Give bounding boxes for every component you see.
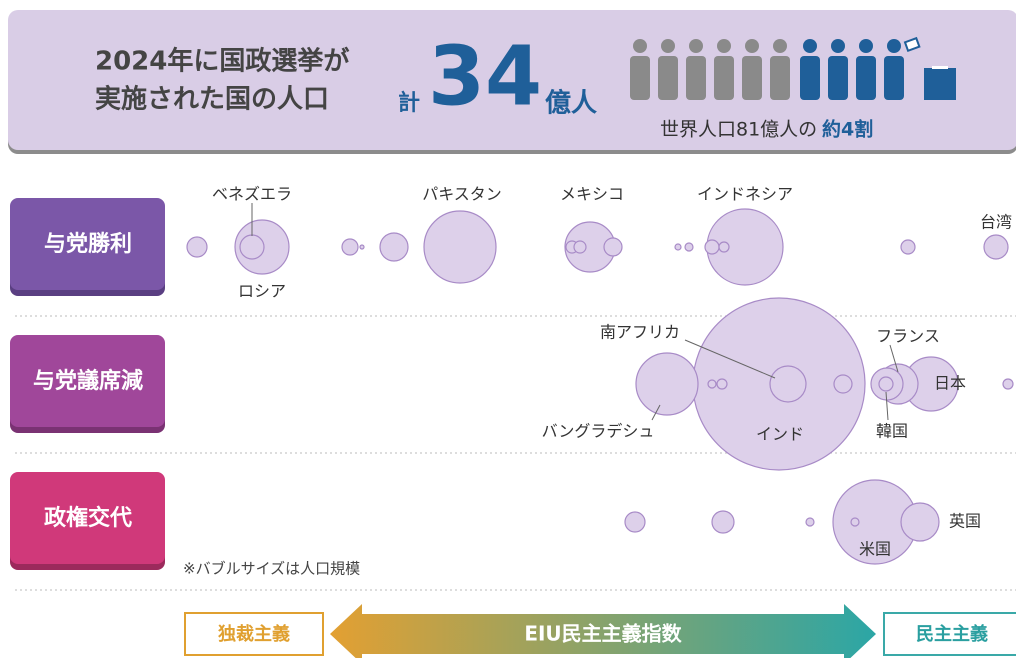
country-label: 英国	[949, 512, 981, 531]
share-text: 世界人口81億人の	[660, 119, 817, 141]
country-label: フランス	[876, 327, 940, 346]
row-separators	[15, 315, 1016, 591]
country-label: 日本	[934, 374, 966, 393]
country-label: インド	[756, 425, 804, 444]
total-unit: 億人	[545, 89, 597, 119]
country-label: メキシコ	[560, 185, 624, 204]
scale-center: EIU民主主義指数	[524, 622, 682, 646]
people-icons	[630, 36, 956, 100]
country-label: バングラデシュ	[542, 422, 655, 441]
country-label: 南アフリカ	[600, 323, 680, 342]
scale-left-box	[184, 612, 324, 656]
total-prefix: 計	[398, 90, 420, 116]
row-label-box	[10, 198, 165, 290]
country-label: 米国	[859, 540, 891, 559]
scale-right-box	[883, 612, 1016, 656]
total-number: 34	[428, 29, 542, 124]
row-label: 与党勝利	[44, 232, 132, 257]
bubbles-row3	[624, 479, 940, 565]
row-label-box	[10, 472, 165, 564]
bubbles-row1	[186, 203, 1009, 286]
row-label-box	[10, 335, 165, 427]
country-label: パキスタン	[422, 185, 502, 204]
country-label: 韓国	[876, 422, 908, 441]
scale-left: 独裁主義	[218, 623, 290, 645]
country-label: インドネシア	[697, 185, 793, 204]
share-emphasis: 約4割	[822, 118, 873, 141]
note: ※バブルサイズは人口規模	[183, 560, 360, 578]
row-label: 与党議席減	[33, 368, 143, 394]
country-label: ロシア	[238, 282, 286, 301]
country-label: ベネズエラ	[212, 185, 292, 204]
bubbles-row2	[635, 297, 1014, 471]
header	[8, 10, 1016, 150]
title-line: 実施された国の人口	[95, 84, 329, 115]
country-label: 台湾	[980, 213, 1012, 232]
scale-right: 民主主義	[916, 623, 988, 645]
scale-arrow	[330, 604, 876, 658]
title-line: 2024年に国政選挙が	[95, 46, 349, 77]
row-label: 政権交代	[44, 505, 132, 531]
